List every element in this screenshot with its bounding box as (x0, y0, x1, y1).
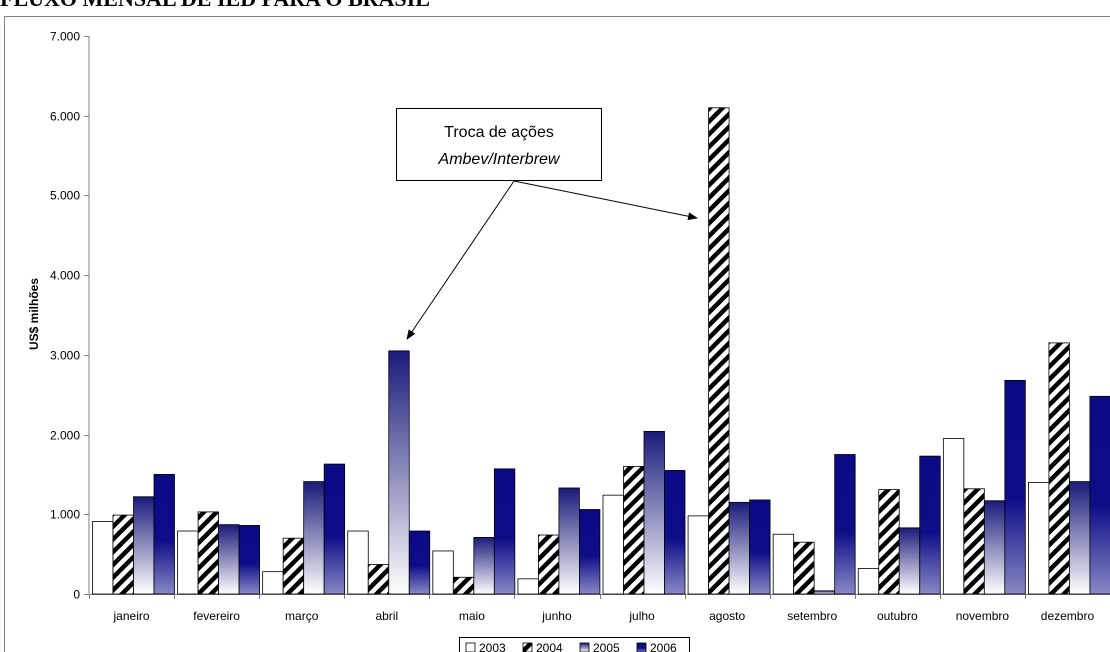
y-tick-label: 6.000 (50, 110, 80, 124)
bar-2006-março (324, 464, 345, 594)
bar-2005-janeiro (134, 497, 155, 594)
legend-label-2005: 2005 (593, 641, 620, 652)
bar-2003-novembro (943, 439, 964, 594)
callout-box (397, 109, 602, 181)
x-tick-label: julho (628, 609, 655, 623)
bar-2003-janeiro (93, 521, 114, 594)
bar-2003-maio (433, 551, 454, 594)
bar-2006-janeiro (154, 474, 175, 594)
legend-swatch-2006 (637, 643, 646, 652)
bar-2004-janeiro (113, 515, 134, 594)
bar-2006-abril (409, 531, 430, 594)
bar-2004-abril (368, 565, 389, 594)
callout-line1: Troca de ações (444, 124, 554, 141)
bar-2005-outubro (899, 528, 920, 594)
y-tick-label: 5.000 (50, 189, 80, 203)
bar-2003-julho (603, 495, 624, 594)
x-tick-label: setembro (787, 609, 837, 623)
legend-label-2004: 2004 (536, 641, 563, 652)
legend-label-2006: 2006 (650, 641, 677, 652)
x-tick-label: novembro (956, 609, 1010, 623)
bar-2006-agosto (750, 500, 771, 594)
legend-label-2003: 2003 (479, 641, 506, 652)
bar-2004-fevereiro (198, 512, 219, 594)
x-tick-label: abril (375, 609, 398, 623)
bar-2006-setembro (835, 455, 856, 595)
bar-2005-julho (644, 431, 665, 594)
bar-2004-dezembro (1049, 343, 1070, 594)
legend-swatch-2004 (523, 643, 532, 652)
bar-2003-setembro (773, 534, 794, 594)
callout-line2: Ambev/Interbrew (438, 151, 561, 168)
bar-2004-novembro (964, 489, 985, 594)
bar-2004-junho (538, 535, 559, 594)
y-tick-label: 2.000 (50, 429, 80, 443)
bar-2005-novembro (984, 501, 1005, 594)
bar-2003-abril (348, 531, 369, 594)
bar-2003-outubro (858, 568, 879, 594)
bar-2004-outubro (879, 490, 900, 594)
bar-2004-agosto (709, 108, 730, 594)
bar-2006-julho (665, 470, 686, 594)
x-tick-label: fevereiro (193, 609, 240, 623)
legend: 2003 2004 2005 2006 (460, 638, 690, 652)
y-tick-label: 7.000 (50, 30, 80, 44)
y-axis-title: US$ milhões (27, 278, 41, 350)
bar-2005-junho (559, 488, 580, 594)
bar-2005-fevereiro (219, 525, 240, 594)
bar-2003-março (263, 572, 284, 594)
legend-swatch-2005 (580, 643, 589, 652)
bar-2006-fevereiro (239, 525, 259, 594)
y-tick-label: 4.000 (50, 269, 80, 283)
bar-2005-maio (474, 537, 495, 594)
bar-2004-março (283, 538, 304, 594)
bar-2006-junho (579, 510, 600, 594)
x-tick-label: janeiro (113, 609, 150, 623)
y-tick-label: 3.000 (50, 349, 80, 363)
legend-swatch-2003 (466, 643, 475, 652)
bar-2006-maio (494, 469, 515, 594)
bar-2004-julho (624, 466, 645, 594)
x-tick-label: outubro (877, 609, 918, 623)
y-tick-label: 1.000 (50, 508, 80, 522)
bar-2004-maio (453, 577, 474, 594)
x-tick-label: dezembro (1041, 609, 1095, 623)
bar-2006-dezembro (1090, 396, 1110, 594)
bar-2003-agosto (688, 516, 709, 594)
y-tick-label: 0 (73, 588, 80, 602)
x-tick-label: maio (459, 609, 485, 623)
bar-2004-setembro (794, 542, 815, 594)
bar-2005-setembro (814, 591, 835, 594)
x-tick-label: junho (541, 609, 572, 623)
bar-2003-dezembro (1028, 482, 1049, 594)
bar-2006-novembro (1005, 380, 1025, 594)
bar-2003-fevereiro (178, 531, 199, 594)
x-tick-label: agosto (709, 609, 745, 623)
bar-2003-junho (518, 579, 539, 594)
bar-2005-abril (389, 351, 410, 594)
bar-2005-março (304, 482, 325, 594)
bar-2006-outubro (920, 456, 941, 594)
bar-2005-dezembro (1069, 482, 1090, 594)
x-tick-label: março (285, 609, 319, 623)
bar-2005-agosto (729, 502, 750, 594)
